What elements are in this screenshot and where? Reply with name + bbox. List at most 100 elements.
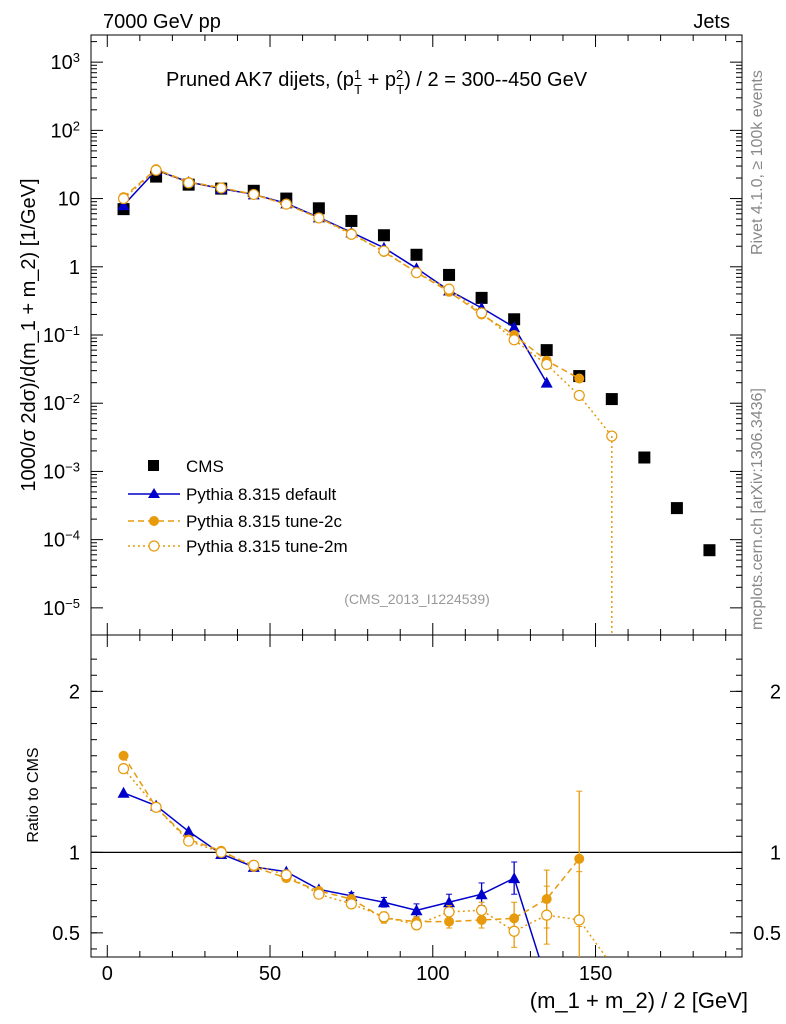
ratio-default-point [377,896,390,908]
ratio-tune2m-point [117,763,130,775]
header-left: 7000 GeV pp [103,11,221,33]
legend-label-tune2c: Pythia 8.315 tune-2c [186,512,342,531]
ratio-tune2m-point [215,846,227,858]
cms-point [605,393,618,406]
ratio-axis-ticks: 0.5 0.5 1 1 2 2 0 50 100 150 [52,635,781,985]
tune2m-point [476,307,488,319]
main-ytick-label-2: 10−3 [43,459,80,484]
main-ytick-label-4: 10−1 [43,323,80,348]
ratio-default-point [508,872,521,884]
header-right: Jets [693,11,730,33]
cms-point [540,344,553,357]
ratio-default-point [410,904,423,916]
ratio-line-2 [122,768,607,957]
tune2m-point [280,198,292,210]
ratio-xtick-label-0: 0 [102,963,113,985]
ratio-default-point [443,896,456,908]
ratio-tune2c-point [118,750,129,761]
tune2m-point [410,267,423,279]
ratio-ytick-label-1: 1 [69,842,80,864]
ratio-frame [90,634,743,958]
tune2m-point [215,182,227,194]
xlabel: (m_1 + m_2) / 2 [GeV] [530,988,748,1013]
tune2m-point [150,164,162,176]
default-point [508,321,521,333]
ratio-xtick-label-2: 100 [416,963,449,985]
tune2m-point [248,188,260,201]
ratio-default-point [182,825,195,837]
main-ytick-label-6: 10 [58,189,80,211]
tune2m-point [443,283,455,295]
ratio-tune2m-point [410,919,423,931]
legend-marker-tune2c [149,516,159,526]
ratio-xtick-label-3: 150 [579,963,612,985]
main-ytick-label-8: 103 [51,50,80,75]
tune2m-point [573,389,585,402]
ratio-ylabel: Ratio to CMS [25,747,42,842]
ratio-tune2m-point [183,835,195,847]
ratio-tune2m-point [508,925,520,937]
rivet-label: Rivet 4.1.0, ≥ 100k events [749,70,766,255]
legend-marker-tune2m [148,540,160,552]
cms-point [312,202,325,215]
ratio-ytick-label-0: 0.5 [52,923,80,945]
ratio-default-point [117,786,130,798]
legend-marker-cms [148,460,159,471]
ratio-default-point [475,888,488,900]
ratio-tune2m-point [345,898,357,910]
series-line-3 [123,169,613,437]
ratio-tune2c-point [476,914,487,925]
ratio-line-0 [123,792,540,957]
cms-point [410,248,423,261]
legend-label-tune2m: Pythia 8.315 tune-2m [186,537,348,556]
main-series-layer [117,164,716,635]
tune2m-point [183,177,195,189]
analysis-watermark: (CMS_2013_I1224539) [344,591,490,607]
cms-point [345,214,358,227]
main-title: Pruned AK7 dijets, (p1 T + p2 T) / 2 = 300… [166,67,588,97]
ratio-ytick-label-right-1: 1 [770,842,781,864]
tune2m-point [508,334,520,346]
tune2m-point [541,358,553,371]
cms-point [670,502,683,515]
ratio-tune2m-point [476,904,488,916]
series-line-1 [123,169,548,384]
ratio-xtick-label-1: 50 [259,963,281,985]
ratio-tune2m-point [378,911,390,923]
ratio-tune2m-point [541,909,553,921]
ratio-tune2m-point [248,859,260,871]
main-axis-ticks: 10−5 10−4 10−3 10−2 10−1 1 10 102 103 [43,35,742,635]
ratio-series-layer [117,750,607,986]
main-ytick-label-5: 1 [69,257,80,279]
main-ytick-label-7: 102 [51,118,80,143]
cms-point [508,313,521,326]
ratio-ytick-label-2: 2 [69,681,80,703]
ratio-default-point [541,975,553,986]
cms-point [377,229,390,242]
cms-point [443,268,456,281]
main-ylabel: 1000/σ 2dσ)/d(m_1 + m_2) [1/GeV] [18,178,40,491]
cms-point [638,451,651,464]
ratio-ytick-label-right-2: 2 [770,681,781,703]
ratio-ytick-label-right-0: 0.5 [753,923,781,945]
ratio-tune2m-point [573,914,585,926]
main-ytick-label-0: 10−5 [43,595,80,620]
series-line-2 [123,168,580,380]
legend-marker-default [148,488,160,498]
cms-point [475,291,488,304]
ratio-tune2m-point [313,888,325,900]
ratio-tune2m-point [443,906,455,918]
cms-point [703,544,716,557]
tune2c-point [574,373,585,384]
tune2m-point [345,228,357,240]
tune2m-point [117,192,130,205]
ratio-tune2m-point [280,869,292,881]
tune2m-point [313,212,325,224]
legend: CMS Pythia 8.315 default Pythia 8.315 tu… [128,457,348,556]
ratio-tune2c-point [444,916,455,927]
ratio-tune2c-point [574,853,585,864]
main-ytick-label-3: 10−2 [43,391,80,416]
legend-label-cms: CMS [186,457,224,476]
legend-label-default: Pythia 8.315 default [186,485,337,504]
